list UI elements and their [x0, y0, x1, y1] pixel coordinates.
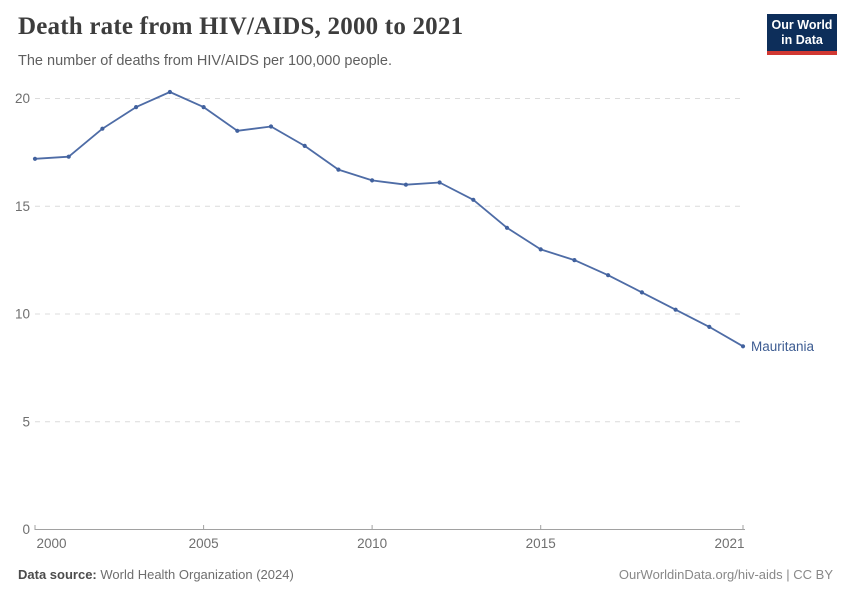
data-point-2009[interactable] — [336, 167, 341, 172]
data-point-2006[interactable] — [235, 128, 240, 133]
x-axis-label-2015: 2015 — [526, 536, 556, 551]
data-source-label: Data source: — [18, 567, 97, 582]
data-point-2021[interactable] — [740, 344, 746, 349]
series-label-mauritania[interactable]: Mauritania — [751, 339, 815, 354]
data-point-2013[interactable] — [471, 197, 476, 202]
y-axis-label-20: 20 — [15, 91, 30, 106]
data-point-2020[interactable] — [707, 324, 712, 329]
data-point-2005[interactable] — [201, 105, 206, 110]
data-point-2001[interactable] — [66, 154, 71, 159]
logo-text-line2: in Data — [781, 33, 823, 47]
data-point-2008[interactable] — [302, 143, 307, 148]
data-point-2019[interactable] — [673, 307, 678, 312]
y-axis-label-10: 10 — [15, 307, 30, 322]
credit-link[interactable]: OurWorldinData.org/hiv-aids | CC BY — [618, 567, 833, 582]
data-point-2002[interactable] — [100, 126, 105, 131]
chart-footer: Data source: World Health Organization (… — [18, 567, 833, 582]
chart-title: Death rate from HIV/AIDS, 2000 to 2021 — [18, 13, 464, 40]
data-point-2011[interactable] — [403, 182, 408, 187]
trend-line-mauritania[interactable] — [34, 91, 744, 348]
owid-logo[interactable]: Our World in Data — [767, 14, 837, 55]
data-point-2012[interactable] — [437, 180, 442, 185]
data-point-2014[interactable] — [504, 225, 510, 230]
data-point-2010[interactable] — [370, 178, 375, 183]
x-axis-label-2021: 2021 — [714, 536, 744, 551]
data-point-2004[interactable] — [167, 89, 172, 95]
chart-subtitle: The number of deaths from HIV/AIDS per 1… — [18, 53, 392, 69]
y-axis-label-5: 5 — [22, 414, 30, 429]
data-source-value: World Health Organization (2024) — [100, 567, 294, 582]
data-point-2007[interactable] — [268, 124, 274, 129]
data-point-2016[interactable] — [572, 258, 577, 263]
line-chart-canvas: 0 5 10 15 20 2000 2005 2010 2015 2021 Mauritania — [15, 89, 815, 551]
y-axis-label-15: 15 — [15, 199, 30, 214]
data-point-2015[interactable] — [538, 247, 543, 252]
data-point-2000[interactable] — [32, 156, 38, 161]
y-axis-label-0: 0 — [22, 522, 30, 537]
data-point-2003[interactable] — [134, 105, 139, 110]
logo-text-line1: Our World — [771, 18, 833, 32]
x-axis-label-2000: 2000 — [37, 536, 67, 551]
x-axis-label-2005: 2005 — [189, 536, 219, 551]
data-point-2017[interactable] — [606, 273, 611, 278]
data-source: Data source: World Health Organization (… — [18, 567, 294, 582]
x-axis-label-2010: 2010 — [357, 536, 387, 551]
data-point-2018[interactable] — [639, 290, 645, 295]
